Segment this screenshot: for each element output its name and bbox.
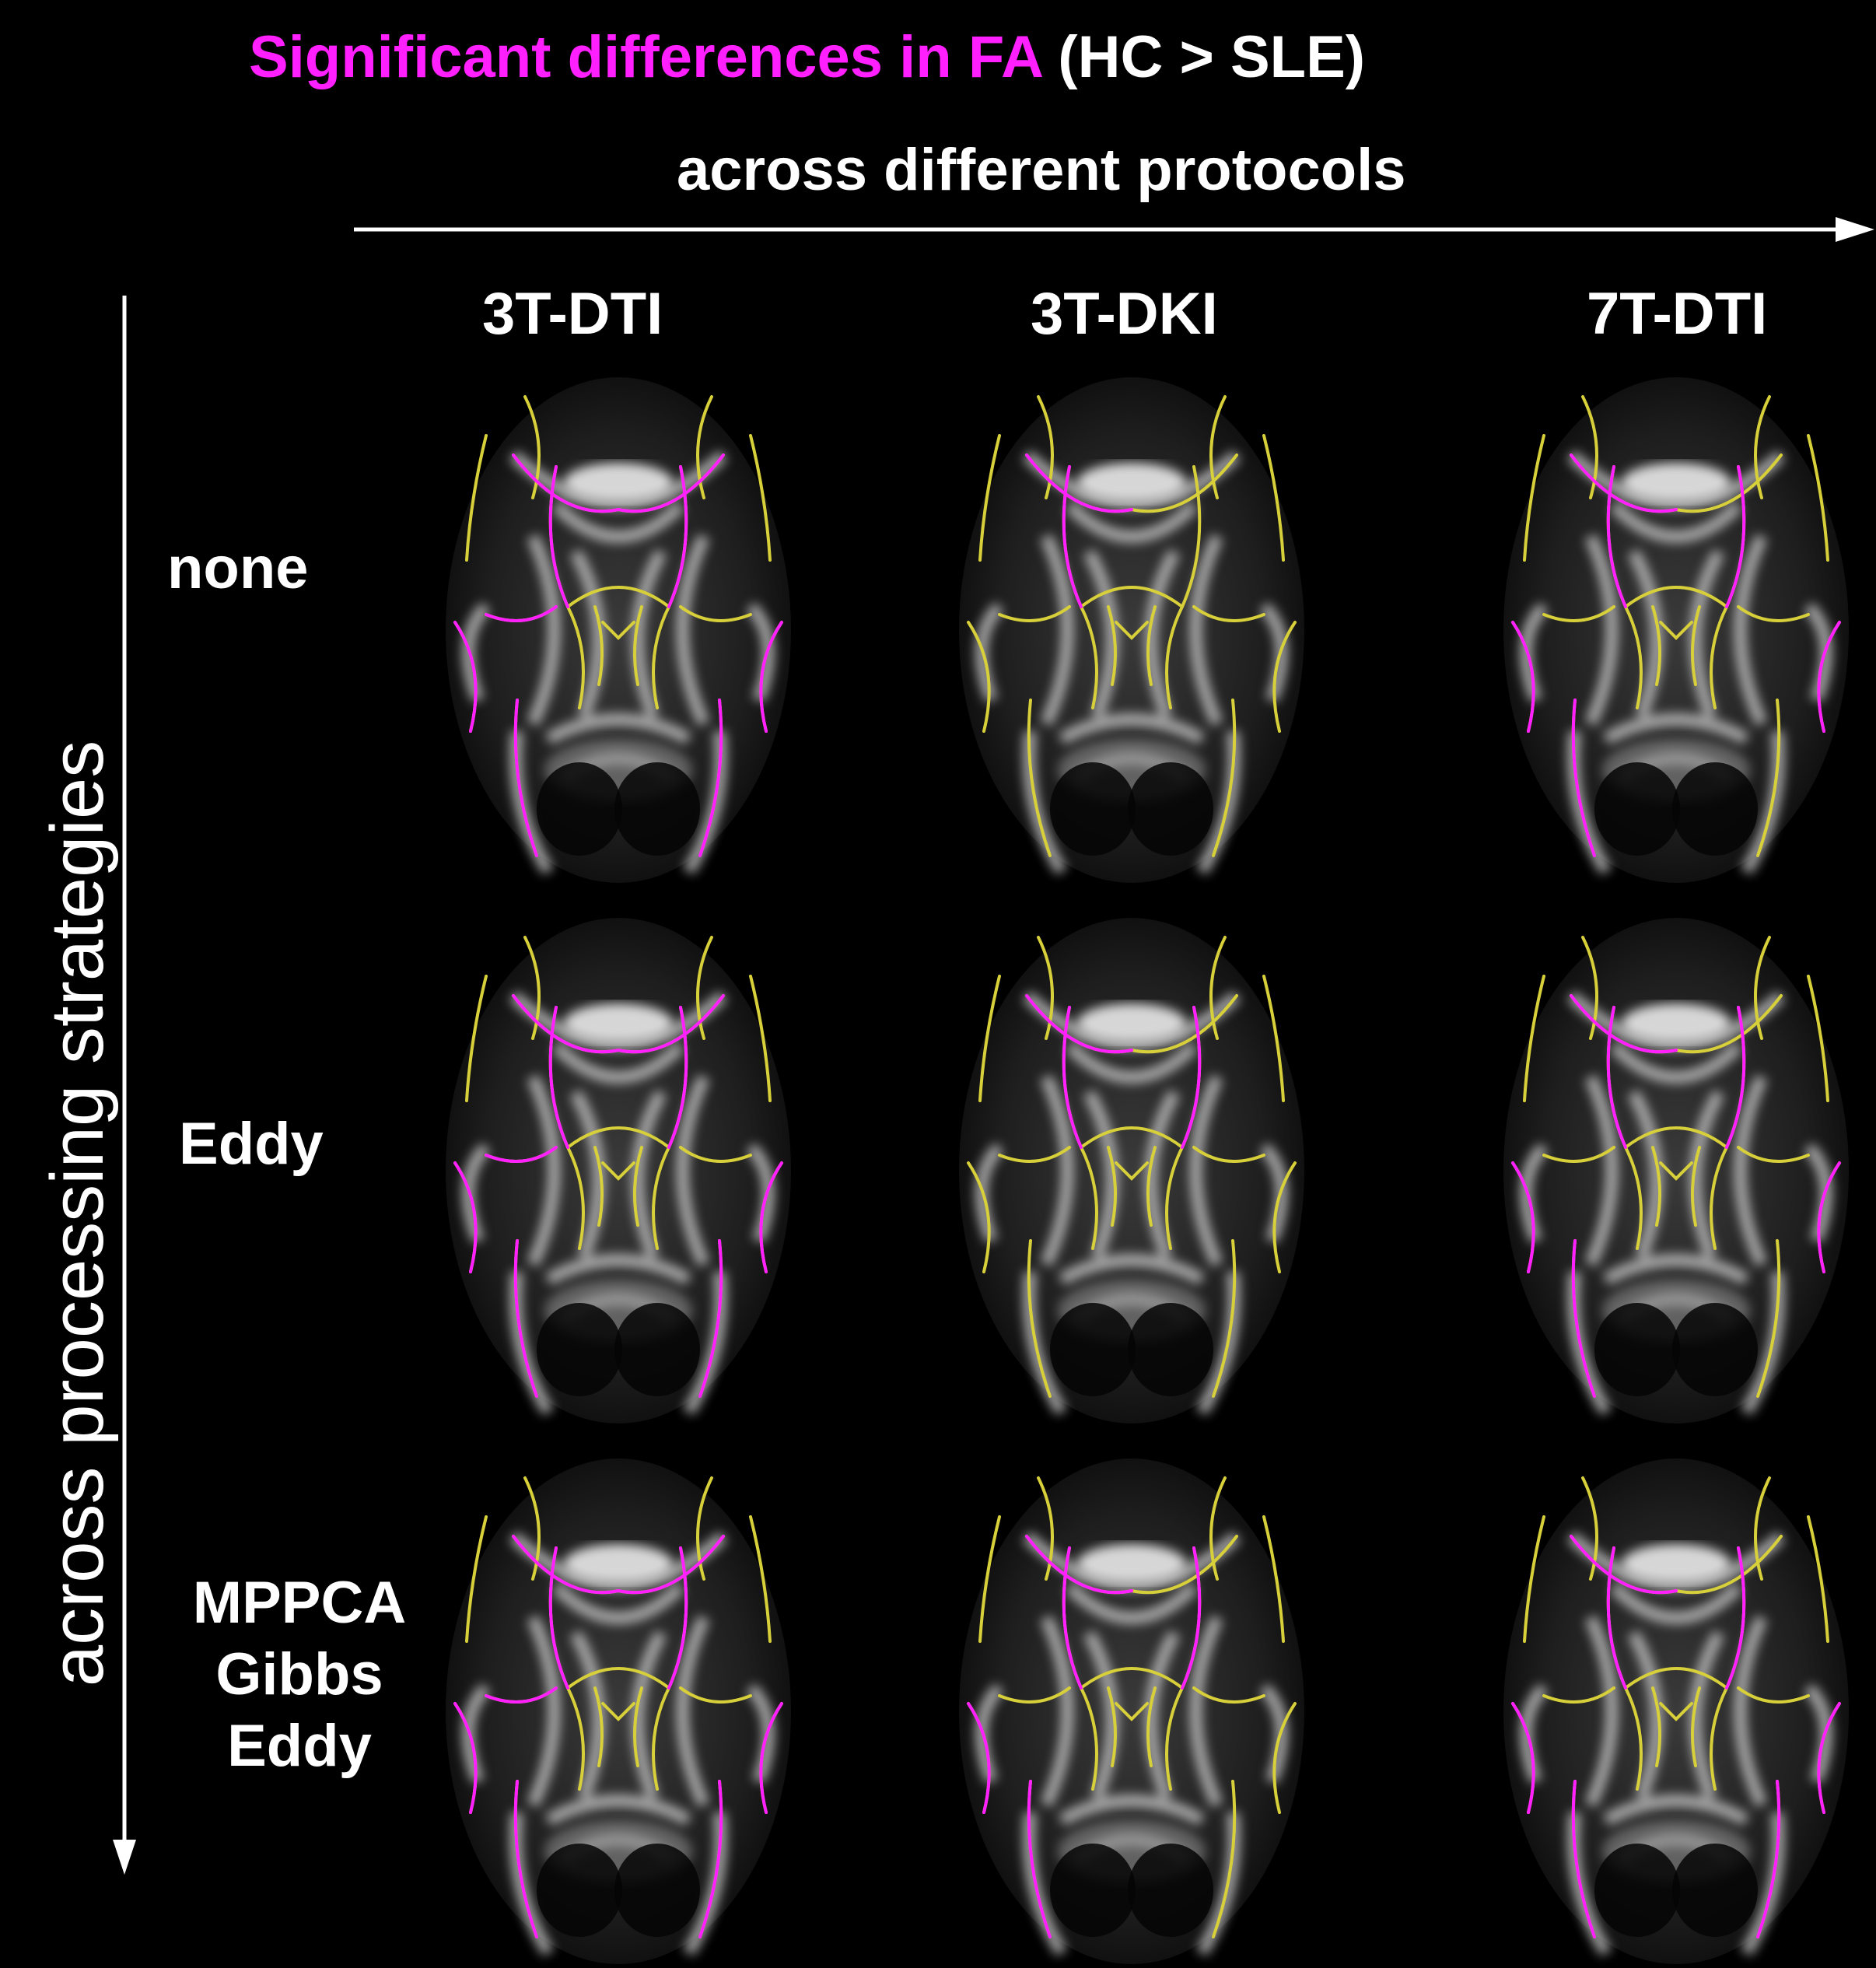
significant-tract [1606, 1006, 1627, 1149]
significant-tract [512, 453, 620, 513]
significant-tract [698, 1239, 723, 1398]
significant-tract [548, 1006, 569, 1149]
brain-slice-r1-c2 [953, 373, 1311, 887]
significant-tract [513, 699, 538, 857]
row-label-line: Gibbs [215, 1641, 383, 1707]
row-label-line: MPPCA [192, 1570, 407, 1636]
significant-tract [1025, 453, 1133, 513]
significant-tract [1570, 1535, 1678, 1595]
significant-tract [759, 621, 783, 733]
significant-tract [617, 994, 725, 1054]
significant-tract [1725, 1546, 1746, 1690]
significant-tract [453, 1161, 478, 1273]
significant-tract [1025, 1535, 1133, 1595]
significant-tract [548, 1546, 569, 1690]
significant-tract [485, 605, 558, 622]
significant-tract [513, 1780, 538, 1938]
significant-tract [617, 453, 725, 513]
brain-slice-r1-c1 [439, 373, 797, 887]
row-label-mppca-gibbs-eddy: MPPCA Gibbs Eddy [167, 1567, 432, 1782]
row-label-none: none [167, 533, 309, 604]
brain-slice-r1-c3 [1497, 373, 1855, 887]
significant-tract [1181, 1546, 1202, 1690]
significant-tract [1025, 994, 1133, 1054]
significant-tract [1817, 1702, 1841, 1814]
significant-tract [617, 1535, 725, 1595]
significant-tract [1062, 465, 1083, 608]
vertical-arrow-icon [113, 296, 136, 1875]
significant-tract [1606, 465, 1627, 608]
row-label-line: Eddy [227, 1713, 372, 1779]
figure-title: Significant differences in FA (HC > SLE) [249, 23, 1365, 91]
brain-slice-r2-c3 [1497, 914, 1855, 1427]
significant-tract [1062, 1546, 1083, 1690]
significant-tract [667, 1006, 688, 1149]
significant-tract [1511, 1702, 1535, 1814]
significant-tract [513, 1239, 538, 1398]
significant-tract [1571, 699, 1596, 857]
title-rest: (HC > SLE) [1058, 24, 1366, 90]
title-highlight: Significant differences in FA [249, 24, 1042, 90]
row-label-eddy: Eddy [179, 1108, 324, 1180]
significant-tract [1511, 1161, 1535, 1273]
column-header-3t-dki: 3T-DKI [1031, 281, 1218, 347]
significant-tract [759, 1161, 783, 1273]
brain-slice-r3-c3 [1497, 1455, 1855, 1968]
significant-tract [1181, 1006, 1202, 1149]
significant-tract [485, 1686, 558, 1704]
significant-tract [1725, 465, 1746, 608]
processing-strategies-label: across processing strategies [36, 740, 119, 1687]
significant-tract [512, 1535, 620, 1595]
column-header-7t-dti: 7T-DTI [1587, 281, 1768, 347]
significant-tract [512, 994, 620, 1054]
row-label-line: Eddy [179, 1111, 324, 1177]
significant-tract [1570, 453, 1678, 513]
significant-tract [548, 465, 569, 608]
significant-tract [1511, 621, 1535, 733]
significant-tract [698, 1780, 723, 1938]
significant-tract [759, 1702, 783, 1814]
significant-tract [667, 465, 688, 608]
significant-tract [453, 621, 478, 733]
significant-tract [453, 1702, 478, 1814]
significant-tract [485, 1146, 558, 1163]
significant-tract [1027, 1780, 1052, 1938]
significant-tract [667, 1546, 688, 1690]
significant-tract [1817, 621, 1841, 733]
horizontal-arrow-icon [354, 217, 1874, 242]
significant-tract [1570, 994, 1678, 1054]
significant-tract [967, 1702, 991, 1814]
significant-tract [1606, 1546, 1627, 1690]
protocols-subtitle: across different protocols [677, 137, 1406, 203]
brain-slice-r2-c2 [953, 914, 1311, 1427]
brain-slice-r2-c1 [439, 914, 797, 1427]
brain-slice-r3-c2 [953, 1455, 1311, 1968]
column-header-3t-dti: 3T-DTI [482, 281, 663, 347]
significant-tract [1756, 1780, 1781, 1938]
row-label-line: none [167, 535, 309, 601]
significant-tract [1062, 1006, 1083, 1149]
significant-tract [1725, 1006, 1746, 1149]
brain-slice-r3-c1 [439, 1455, 797, 1968]
significant-tract [1817, 1161, 1841, 1273]
significant-tract [698, 699, 723, 857]
significant-tract [1571, 1780, 1596, 1938]
significant-tract [1571, 1239, 1596, 1398]
